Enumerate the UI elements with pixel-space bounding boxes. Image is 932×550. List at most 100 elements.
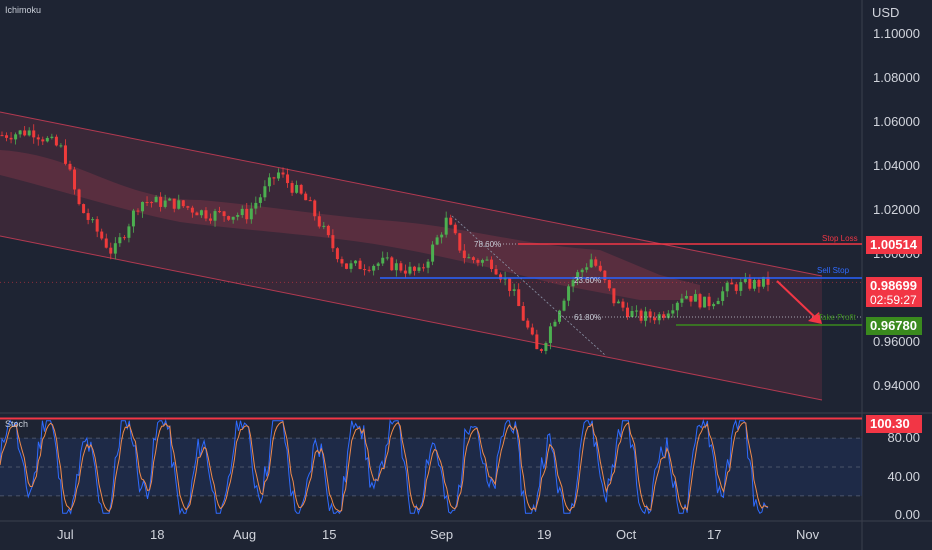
candle-body (290, 183, 294, 193)
candle-body (154, 196, 158, 203)
candle-body (18, 130, 22, 135)
candle-body (77, 189, 81, 205)
candle-body (453, 224, 457, 234)
candle-body (381, 257, 385, 264)
candle-body (467, 257, 471, 259)
price-tick-label: 1.02000 (873, 201, 920, 217)
candle-body (712, 304, 716, 307)
candle-body (644, 311, 648, 321)
candle-body (743, 278, 747, 283)
candle-body (449, 217, 453, 225)
stoch-indicator-title: Stoch (5, 419, 29, 429)
candle-body (680, 298, 684, 303)
candle-body (671, 310, 675, 314)
candle-body (567, 286, 571, 301)
candle-body (335, 248, 339, 260)
candle-body (394, 263, 398, 271)
stoch-tick-label: 40.00 (887, 468, 920, 484)
candle-body (186, 206, 190, 208)
candle-body (480, 260, 484, 263)
currency-label[interactable]: USD (872, 5, 900, 20)
candle-body (122, 237, 126, 239)
candle-body (218, 211, 222, 213)
candle-body (231, 216, 235, 220)
candle-body (716, 300, 720, 305)
candle-body (508, 278, 512, 291)
current-price-tag[interactable]: 0.98699 02:59:27 (866, 277, 922, 307)
candle-body (172, 198, 176, 209)
candle-body (639, 310, 643, 321)
candle-body (14, 134, 18, 140)
candle-body (127, 226, 131, 238)
candle-body (150, 202, 154, 204)
take-profit-price-tag[interactable]: 0.96780 (866, 317, 922, 335)
candle-body (558, 310, 562, 322)
candle-body (653, 317, 657, 321)
candle-body (190, 207, 194, 213)
candle-body (571, 280, 575, 287)
candle-body (521, 306, 525, 321)
candle-body (227, 216, 231, 220)
candle-body (548, 326, 552, 344)
candle-body (168, 198, 172, 201)
candle-body (730, 282, 734, 285)
candle-body (748, 278, 752, 289)
time-tick-label: Oct (616, 527, 637, 542)
candle-body (648, 311, 652, 318)
candle-body (100, 231, 104, 239)
stoch-level-tag[interactable]: 100.30 (866, 415, 922, 433)
candle-body (236, 215, 240, 217)
stoch-tick-label: 0.00 (894, 507, 920, 523)
candle-body (616, 301, 620, 304)
candle-body (245, 208, 249, 220)
candle-body (331, 235, 335, 249)
candle-body (603, 270, 607, 281)
candle-body (195, 212, 199, 216)
candle-body (440, 234, 444, 238)
time-tick-label: 17 (707, 527, 722, 542)
candle-body (340, 259, 344, 264)
candle-body (458, 233, 462, 251)
candle-body (526, 320, 530, 328)
candle-body (0, 135, 4, 137)
candle-body (625, 307, 629, 317)
candle-body (417, 267, 421, 271)
candle-body (86, 213, 90, 220)
fib-618-label: 61.80% (574, 313, 602, 322)
candle-body (689, 295, 693, 302)
sell-stop-annotation: Sell Stop (817, 266, 850, 275)
candle-body (286, 174, 290, 184)
candle-body (295, 184, 299, 193)
candle-body (199, 210, 203, 216)
candle-body (322, 225, 326, 227)
price-tick-label: 0.94000 (873, 377, 920, 393)
candle-body (684, 295, 688, 299)
candle-body (431, 244, 435, 262)
candle-body (131, 210, 135, 227)
candle-body (766, 276, 770, 285)
price-tick-label: 1.10000 (873, 26, 920, 42)
candle-body (530, 327, 534, 335)
current-price-value: 0.98699 (870, 278, 917, 293)
candle-body (725, 282, 729, 292)
candle-body (535, 334, 539, 350)
candle-body (490, 259, 494, 270)
time-tick-label: 19 (537, 527, 552, 542)
candle-body (68, 163, 72, 170)
candle-body (36, 137, 40, 140)
candle-body (666, 313, 670, 318)
candle-body (281, 172, 285, 175)
candle-body (304, 193, 308, 201)
candle-body (59, 145, 63, 147)
candle-body (444, 217, 448, 235)
stop-loss-annotation: Stop Loss (822, 234, 858, 243)
stop-loss-price-tag[interactable]: 1.00514 (866, 236, 922, 254)
candle-body (163, 200, 167, 207)
candle-body (734, 284, 738, 291)
candle-body (607, 280, 611, 289)
candle-body (313, 200, 317, 217)
candle-body (390, 257, 394, 271)
candle-body (181, 200, 185, 207)
